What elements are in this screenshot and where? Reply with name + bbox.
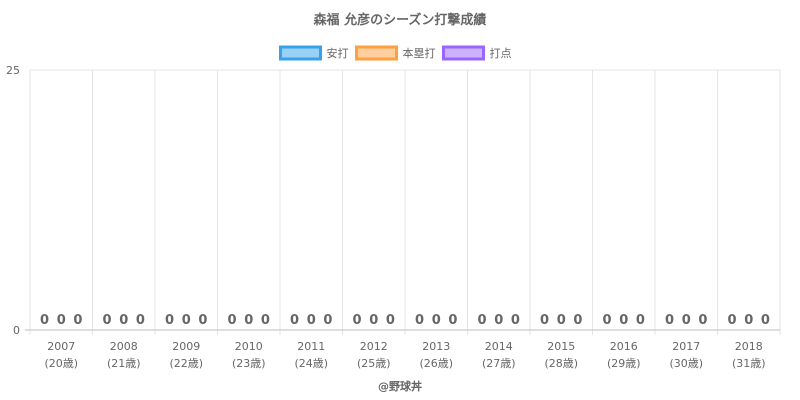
y-tick-label: 0: [13, 324, 20, 337]
x-tick-sublabel: (23歳): [232, 357, 266, 370]
x-tick-label: 2011: [297, 340, 325, 353]
data-label-0-10: 0: [665, 313, 674, 328]
x-tick-sublabel: (21歳): [107, 357, 141, 370]
legend-swatch-2[interactable]: [442, 45, 485, 61]
data-label-1-6: 0: [432, 313, 441, 328]
x-tick-sublabel: (29歳): [607, 357, 641, 370]
y-tick-label: 25: [6, 64, 20, 77]
data-label-0-9: 0: [603, 313, 612, 328]
x-tick-label: 2013: [422, 340, 450, 353]
data-label-1-0: 0: [57, 313, 66, 328]
data-label-2-4: 0: [323, 313, 332, 328]
data-label-0-6: 0: [415, 313, 424, 328]
data-label-2-3: 0: [261, 313, 270, 328]
data-label-2-7: 0: [511, 313, 520, 328]
x-tick-label: 2014: [485, 340, 513, 353]
chart-title: 森福 允彦のシーズン打撃成績: [314, 12, 487, 28]
x-tick-label: 2015: [547, 340, 575, 353]
legend-label-0[interactable]: 安打: [327, 46, 349, 60]
x-tick-sublabel: (24歳): [294, 357, 328, 370]
data-label-2-8: 0: [573, 313, 582, 328]
legend-label-2[interactable]: 打点: [490, 46, 512, 60]
data-label-2-0: 0: [73, 313, 82, 328]
legend-label-1[interactable]: 本塁打: [403, 46, 436, 60]
x-tick-label: 2016: [610, 340, 638, 353]
data-label-2-5: 0: [386, 313, 395, 328]
credit-text: @野球丼: [378, 379, 422, 393]
x-tick-sublabel: (26歳): [419, 357, 453, 370]
x-tick-sublabel: (28歳): [544, 357, 578, 370]
data-label-1-7: 0: [494, 313, 503, 328]
legend-swatch-0[interactable]: [279, 45, 322, 61]
x-tick-label: 2008: [110, 340, 138, 353]
data-label-2-2: 0: [198, 313, 207, 328]
x-tick-sublabel: (30歳): [669, 357, 703, 370]
y-axis: 0 25: [6, 64, 20, 337]
x-tick-label: 2009: [172, 340, 200, 353]
data-label-1-2: 0: [182, 313, 191, 328]
data-label-1-11: 0: [744, 313, 753, 328]
data-label-1-5: 0: [369, 313, 378, 328]
data-label-1-1: 0: [119, 313, 128, 328]
x-tick-sublabel: (20歳): [44, 357, 78, 370]
legend-swatch-1[interactable]: [355, 45, 398, 61]
data-label-0-2: 0: [165, 313, 174, 328]
data-label-1-3: 0: [244, 313, 253, 328]
grid: [25, 69, 781, 335]
x-tick-sublabel: (31歳): [732, 357, 766, 370]
data-label-2-1: 0: [136, 313, 145, 328]
x-tick-label: 2010: [235, 340, 263, 353]
data-label-0-5: 0: [353, 313, 362, 328]
x-tick-label: 2007: [47, 340, 75, 353]
data-label-2-11: 0: [761, 313, 770, 328]
x-tick-label: 2012: [360, 340, 388, 353]
data-label-1-10: 0: [682, 313, 691, 328]
data-label-1-4: 0: [307, 313, 316, 328]
data-label-0-3: 0: [228, 313, 237, 328]
x-tick-label: 2017: [672, 340, 700, 353]
data-label-2-10: 0: [698, 313, 707, 328]
x-tick-sublabel: (22歳): [169, 357, 203, 370]
data-label-2-6: 0: [448, 313, 457, 328]
x-tick-sublabel: (27歳): [482, 357, 516, 370]
data-label-0-4: 0: [290, 313, 299, 328]
data-label-1-8: 0: [557, 313, 566, 328]
x-tick-sublabel: (25歳): [357, 357, 391, 370]
data-label-0-11: 0: [728, 313, 737, 328]
data-label-2-9: 0: [636, 313, 645, 328]
data-label-0-1: 0: [103, 313, 112, 328]
data-label-1-9: 0: [619, 313, 628, 328]
data-label-0-7: 0: [478, 313, 487, 328]
x-tick-label: 2018: [735, 340, 763, 353]
x-axis: 2007 (20歳) 2008 (21歳) 2009 (22歳) 2010 (23歳) 2011…: [44, 340, 765, 370]
legend: 安打 本塁打 打点: [279, 45, 512, 61]
data-label-0-0: 0: [40, 313, 49, 328]
data-label-0-8: 0: [540, 313, 549, 328]
